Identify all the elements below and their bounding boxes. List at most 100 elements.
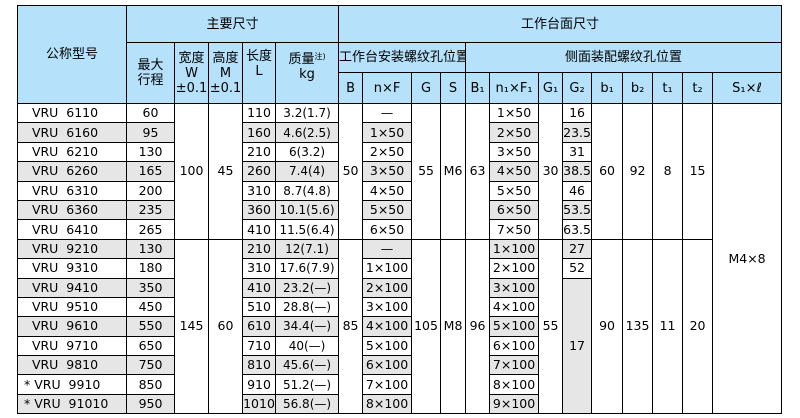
model-cell: VRU 9510	[17, 296, 127, 318]
mass-cell: 34.4(—)	[274, 316, 340, 337]
n1-x-f1-cell: 3×100	[489, 277, 540, 298]
table-row: VRU 9310 180 310 17.6(7.9) 1×100 2×100 52	[17, 258, 782, 279]
n1-x-f1-cell: 9×100	[489, 393, 540, 415]
n-x-f-cell: 2×100	[362, 277, 413, 298]
header-col-b1: B₁	[465, 72, 491, 104]
stroke-cell: 265	[126, 219, 175, 240]
header-main-dims: 主要尺寸	[125, 5, 340, 43]
n1-x-f1-cell: 2×100	[489, 258, 540, 279]
mass-cell: 8.7(4.8)	[274, 180, 340, 201]
b1-small-cell: 60	[591, 103, 624, 240]
stroke-cell: 180	[126, 258, 175, 279]
n1-x-f1-cell: 5×100	[489, 316, 540, 337]
length-cell: 310	[242, 258, 276, 279]
mass-cell: 12(7.1)	[274, 238, 340, 260]
header-mass-unit: kg	[299, 67, 315, 82]
n-x-f-cell: 3×100	[362, 296, 413, 318]
b-cell: 50	[338, 103, 364, 240]
header-table-dims: 工作台面尺寸	[338, 5, 783, 43]
g2-cell: 63.5	[562, 219, 593, 240]
header-length-label: 长度	[245, 49, 272, 64]
s-cell: M6	[440, 103, 467, 240]
n-x-f-cell: 6×50	[362, 219, 413, 240]
n-x-f-cell: 7×100	[362, 374, 413, 395]
model-cell: VRU 6160	[17, 122, 127, 143]
stroke-cell: 650	[126, 335, 175, 357]
model-cell: VRU 9410	[17, 277, 127, 298]
header-side-mount: 侧面装配螺纹孔位置	[465, 42, 783, 73]
mass-cell: 3.2(1.7)	[274, 102, 340, 124]
mass-cell: 11.5(6.4)	[274, 219, 340, 240]
n1-x-f1-cell: 8×100	[489, 374, 540, 395]
model-cell: VRU 6360	[17, 199, 127, 221]
g1-cell: 30	[538, 103, 564, 240]
model-cell: VRU 9810	[17, 355, 127, 376]
g2-cell: 16	[562, 102, 593, 124]
header-col-n1-x-f1: n₁×F₁	[489, 72, 540, 104]
length-cell: 360	[242, 199, 276, 221]
g2-cell: 46	[562, 180, 593, 201]
model-cell: VRU 9210	[17, 238, 127, 260]
table-row: VRU 9810 750 810 45.6(—) 6×100 7×100	[17, 355, 782, 376]
mass-cell: 56.8(—)	[274, 393, 340, 415]
g2-cell: 17	[562, 277, 593, 415]
stroke-cell: 850	[126, 374, 175, 395]
stroke-cell: 200	[126, 180, 175, 201]
g1-cell: 55	[538, 238, 564, 415]
b1-small-cell: 90	[591, 238, 624, 415]
header-length: 长度 L	[242, 42, 276, 104]
t1-cell: 11	[652, 238, 684, 415]
b1-cell: 63	[465, 103, 491, 240]
g2-cell: 31	[562, 141, 593, 163]
table-row: VRU 6160 95 160 4.6(2.5) 1×50 2×50 23.5	[17, 122, 782, 143]
length-cell: 160	[242, 122, 276, 143]
length-cell: 410	[242, 277, 276, 298]
spec-table: 公称型号 主要尺寸 工作台面尺寸 最大 行程 宽度 W ±0.1 高度 M ±0.1 长度…	[17, 5, 783, 415]
n1-x-f1-cell: 7×100	[489, 355, 540, 376]
header-col-t1: t₁	[652, 72, 684, 104]
header-top-mount: 工作台安装螺纹孔位置	[338, 42, 467, 73]
g2-cell: 27	[562, 238, 593, 260]
stroke-cell: 550	[126, 316, 175, 337]
mass-cell: 51.2(—)	[274, 374, 340, 395]
model-cell: VRU 9710	[17, 335, 127, 357]
header-width: 宽度 W ±0.1	[174, 42, 209, 104]
n-x-f-cell: 5×100	[362, 335, 413, 357]
header-stroke-line2: 行程	[137, 73, 164, 88]
model-cell: VRU 6310	[17, 180, 127, 201]
table-row: VRU 6210 130 210 6(3.2) 2×50 3×50 31	[17, 141, 782, 163]
n1-x-f1-cell: 3×50	[489, 141, 540, 163]
mass-cell: 23.2(—)	[274, 277, 340, 298]
mass-cell: 10.1(5.6)	[274, 199, 340, 221]
n-x-f-cell: 5×50	[362, 199, 413, 221]
table-row: VRU 9610 550 610 34.4(—) 4×100 5×100	[17, 316, 782, 337]
s-cell: M8	[440, 238, 467, 415]
n1-x-f1-cell: 1×100	[489, 238, 540, 260]
table-row: VRU 9710 650 710 40(—) 5×100 6×100	[17, 335, 782, 357]
g2-cell: 23.5	[562, 122, 593, 143]
table-row: VRU 9210 130 145 60 210 12(7.1) 85—105 M8 96 1×10…	[17, 238, 782, 415]
mass-cell: 7.4(4)	[274, 161, 340, 182]
n-x-f-cell: 2×50	[362, 141, 413, 163]
length-cell: 110	[242, 102, 276, 124]
n-x-f-cell: 8×100	[362, 393, 413, 415]
n-x-f-cell: 1×50	[362, 122, 413, 143]
model-cell: VRU 6410	[17, 219, 127, 240]
g-cell: 105	[411, 238, 442, 415]
n-x-f-cell: 1×100	[362, 258, 413, 279]
g2-cell: 38.5	[562, 161, 593, 182]
n1-x-f1-cell: 6×100	[489, 335, 540, 357]
length-cell: 910	[242, 374, 276, 395]
n1-x-f1-cell: 1×50	[489, 102, 540, 124]
model-cell: VRU 9610	[17, 316, 127, 337]
header-width-symbol: W	[185, 65, 198, 81]
mass-cell: 17.6(7.9)	[274, 258, 340, 279]
header-mass-label: 质量	[288, 52, 315, 67]
stroke-cell: 450	[126, 296, 175, 318]
mass-cell: 6(3.2)	[274, 141, 340, 163]
header-col-b1-small: b₁	[591, 72, 624, 104]
header-col-s1-x-l: S₁×ℓ	[712, 72, 783, 104]
b2-cell: 92	[622, 103, 654, 240]
length-cell: 510	[242, 296, 276, 318]
length-cell: 260	[242, 161, 276, 182]
